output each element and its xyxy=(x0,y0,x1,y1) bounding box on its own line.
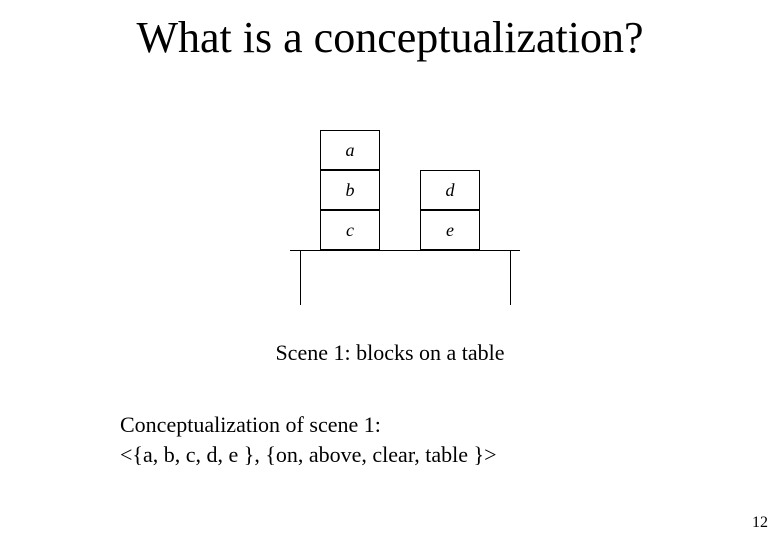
block-c: c xyxy=(320,210,380,250)
block-e: e xyxy=(420,210,480,250)
page-number: 12 xyxy=(752,514,768,532)
slide-title: What is a conceptualization? xyxy=(0,12,780,63)
block-a: a xyxy=(320,130,380,170)
table-top-line xyxy=(290,250,520,251)
table-leg-right xyxy=(510,250,511,305)
body-line-2: <{a, b, c, d, e }, {on, above, clear, ta… xyxy=(120,440,496,470)
blocks-world-diagram: a b c d e xyxy=(0,120,780,320)
block-d: d xyxy=(420,170,480,210)
block-b: b xyxy=(320,170,380,210)
figure-caption: Scene 1: blocks on a table xyxy=(0,340,780,366)
body-text: Conceptualization of scene 1: <{a, b, c,… xyxy=(120,410,496,469)
table-leg-left xyxy=(300,250,301,305)
body-line-1: Conceptualization of scene 1: xyxy=(120,410,496,440)
